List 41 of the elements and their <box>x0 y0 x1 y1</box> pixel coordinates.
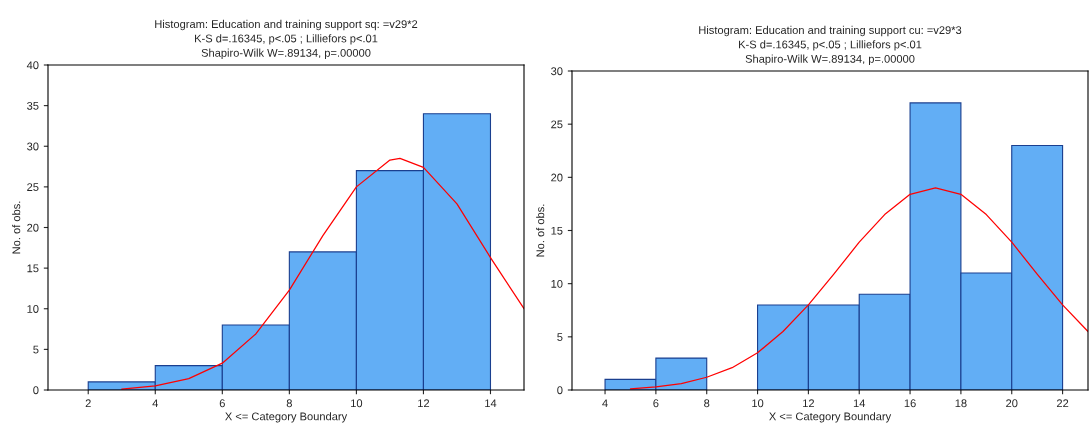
x-tick-label: 10 <box>351 399 363 408</box>
line-series <box>121 157 524 390</box>
y-tick-label: 25 <box>27 183 39 192</box>
x-tick-label: 18 <box>955 399 967 408</box>
chart-title: Histogram: Education and training support cu: =v29*3 K-S d=.16345, p<.05 ; Lilliefors p<.01 Shapiro-Wilk W=.89134, p=.00000 <box>699 25 962 65</box>
x-tick-label: 6 <box>653 399 659 408</box>
y-tick-label: 35 <box>27 101 39 110</box>
y-tick-label: 20 <box>27 223 39 232</box>
x-tick-label: 12 <box>418 399 430 408</box>
y-tick-label: 0 <box>33 386 39 395</box>
x-tick-label: 22 <box>1056 399 1069 408</box>
x-tick-label: 4 <box>602 399 608 408</box>
x-tick-label: 8 <box>704 399 710 408</box>
y-tick-label: 10 <box>27 305 39 313</box>
line-series <box>629 187 1088 390</box>
x-tick-label: 14 <box>485 399 497 408</box>
y-tick-label: 0 <box>557 386 563 395</box>
x-tick-label: 10 <box>752 399 764 408</box>
x-tick-label: 20 <box>1006 399 1018 408</box>
y-tick-label: 5 <box>33 345 39 354</box>
y-tick-label: 15 <box>27 264 39 273</box>
y-tick-label: 30 <box>551 67 563 76</box>
x-tick-label: 16 <box>904 399 916 408</box>
x-tick-label: 2 <box>85 399 91 408</box>
y-tick-label: 5 <box>557 333 563 341</box>
chart-title: Histogram: Education and training support sq: =v29*2 K-S d=.16345, p<.05 ; Lilliefors p<.01 Shapiro-Wilk W=.89134, p=.00000 <box>155 19 418 59</box>
x-tick-label: 6 <box>219 399 225 408</box>
y-tick-label: 30 <box>27 142 39 151</box>
x-tick-label: 12 <box>803 399 815 408</box>
y-axis-title: No. of obs. <box>536 204 545 257</box>
y-tick-label: 15 <box>551 226 563 235</box>
y-tick-label: 25 <box>551 120 563 129</box>
y-tick-label: 40 <box>26 61 39 70</box>
x-tick-label: 8 <box>286 399 292 408</box>
x-axis-title: X <= Category Boundary <box>769 412 892 423</box>
y-axis-title: No. of obs. <box>12 201 21 254</box>
x-tick-label: 14 <box>853 399 866 408</box>
x-tick-label: 4 <box>152 399 159 408</box>
y-tick-label: 20 <box>551 173 563 182</box>
y-tick-label: 10 <box>551 279 563 288</box>
x-axis-title: X <= Category Boundary <box>225 412 348 423</box>
